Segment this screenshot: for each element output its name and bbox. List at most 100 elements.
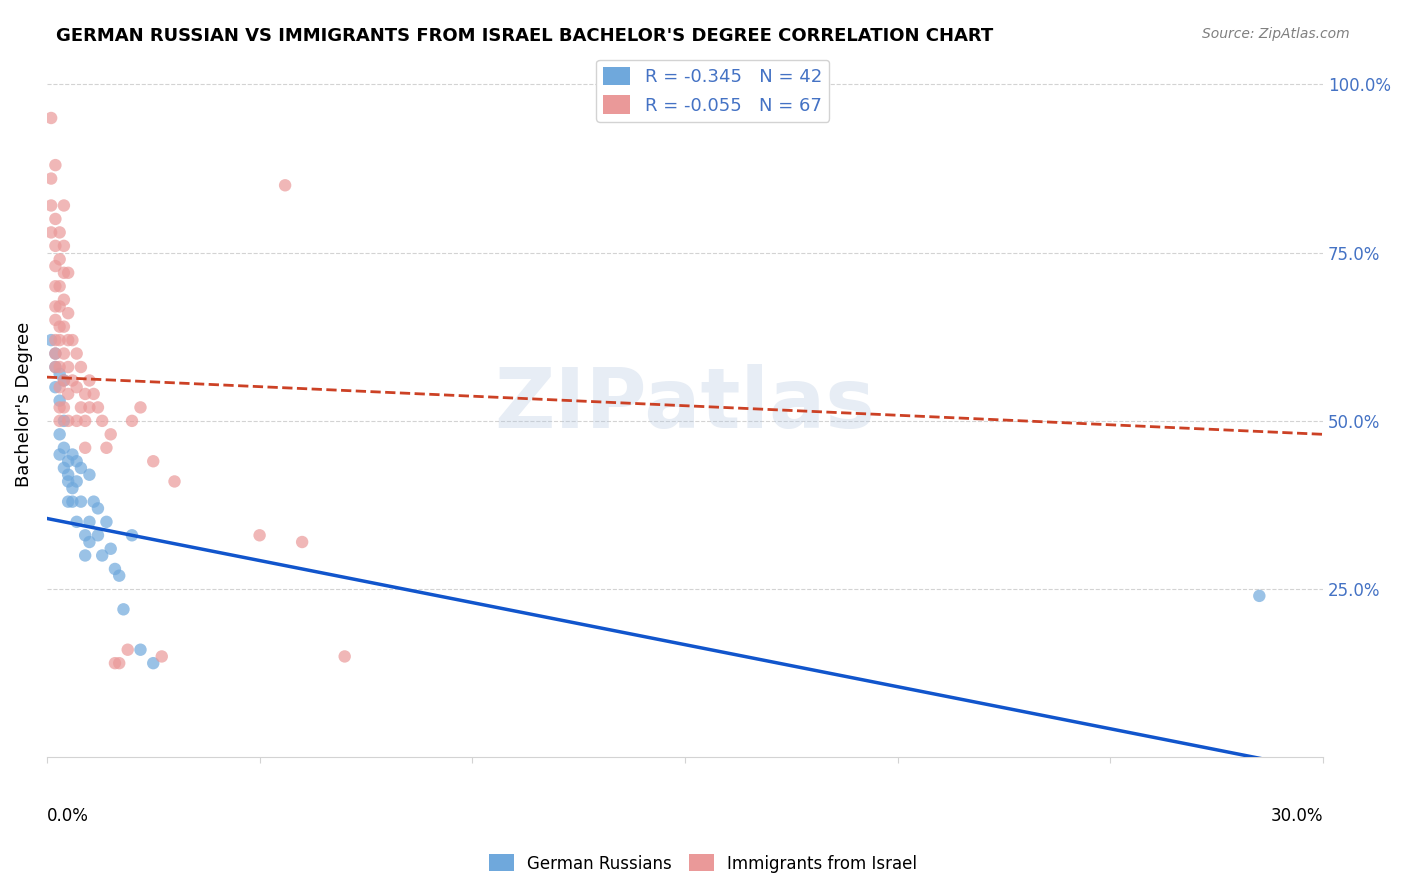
Point [44, 313, 66, 327]
Point [104, 656, 127, 670]
Point [44, 359, 66, 374]
Point [44, 346, 66, 360]
Point [66, 515, 89, 529]
Point [48, 279, 70, 293]
Point [291, 535, 314, 549]
Point [48, 380, 70, 394]
Point [129, 401, 152, 415]
Text: 0.0%: 0.0% [46, 807, 89, 825]
Point [121, 414, 143, 428]
Point [70, 401, 93, 415]
Point [79, 374, 101, 388]
Point [44, 158, 66, 172]
Point [62, 481, 84, 495]
Point [48, 226, 70, 240]
Point [52, 293, 75, 307]
Point [79, 535, 101, 549]
Point [100, 427, 122, 442]
Point [44, 380, 66, 394]
Point [70, 359, 93, 374]
Point [48, 319, 70, 334]
Point [56, 475, 79, 489]
Point [142, 454, 165, 468]
Point [48, 367, 70, 381]
Point [44, 259, 66, 273]
Point [52, 239, 75, 253]
Point [87, 501, 110, 516]
Point [52, 198, 75, 212]
Point [66, 380, 89, 394]
Point [75, 441, 97, 455]
Point [52, 374, 75, 388]
Point [62, 374, 84, 388]
Point [274, 178, 297, 193]
Point [163, 475, 186, 489]
Point [44, 279, 66, 293]
Point [96, 441, 118, 455]
Point [56, 359, 79, 374]
Point [66, 346, 89, 360]
Point [56, 467, 79, 482]
Point [70, 461, 93, 475]
Point [121, 528, 143, 542]
Text: 30.0%: 30.0% [1271, 807, 1323, 825]
Point [108, 656, 131, 670]
Legend: German Russians, Immigrants from Israel: German Russians, Immigrants from Israel [482, 847, 924, 880]
Point [75, 549, 97, 563]
Point [52, 441, 75, 455]
Point [48, 448, 70, 462]
Point [62, 333, 84, 347]
Point [79, 515, 101, 529]
Point [39, 333, 62, 347]
Point [56, 266, 79, 280]
Point [39, 111, 62, 125]
Point [104, 562, 127, 576]
Point [66, 414, 89, 428]
Legend: R = -0.345   N = 42, R = -0.055   N = 67: R = -0.345 N = 42, R = -0.055 N = 67 [596, 60, 830, 122]
Point [79, 467, 101, 482]
Point [249, 528, 271, 542]
Point [87, 401, 110, 415]
Point [66, 475, 89, 489]
Point [62, 448, 84, 462]
Point [52, 461, 75, 475]
Point [79, 401, 101, 415]
Point [52, 401, 75, 415]
Point [142, 656, 165, 670]
Point [44, 346, 66, 360]
Point [56, 333, 79, 347]
Point [56, 494, 79, 508]
Point [83, 387, 105, 401]
Text: ZIPatlas: ZIPatlas [495, 364, 876, 444]
Point [56, 387, 79, 401]
Point [91, 414, 114, 428]
Point [44, 211, 66, 226]
Point [39, 198, 62, 212]
Point [91, 549, 114, 563]
Y-axis label: Bachelor's Degree: Bachelor's Degree [15, 321, 32, 487]
Point [1249, 589, 1271, 603]
Point [75, 414, 97, 428]
Point [44, 239, 66, 253]
Point [129, 642, 152, 657]
Point [56, 414, 79, 428]
Point [48, 359, 70, 374]
Point [108, 568, 131, 582]
Point [44, 359, 66, 374]
Point [150, 649, 173, 664]
Point [52, 374, 75, 388]
Point [117, 642, 139, 657]
Point [333, 649, 356, 664]
Text: GERMAN RUSSIAN VS IMMIGRANTS FROM ISRAEL BACHELOR'S DEGREE CORRELATION CHART: GERMAN RUSSIAN VS IMMIGRANTS FROM ISRAEL… [56, 27, 994, 45]
Point [48, 427, 70, 442]
Point [96, 515, 118, 529]
Point [52, 266, 75, 280]
Point [75, 528, 97, 542]
Point [52, 414, 75, 428]
Point [48, 300, 70, 314]
Point [48, 414, 70, 428]
Point [48, 393, 70, 408]
Point [87, 528, 110, 542]
Point [52, 346, 75, 360]
Point [100, 541, 122, 556]
